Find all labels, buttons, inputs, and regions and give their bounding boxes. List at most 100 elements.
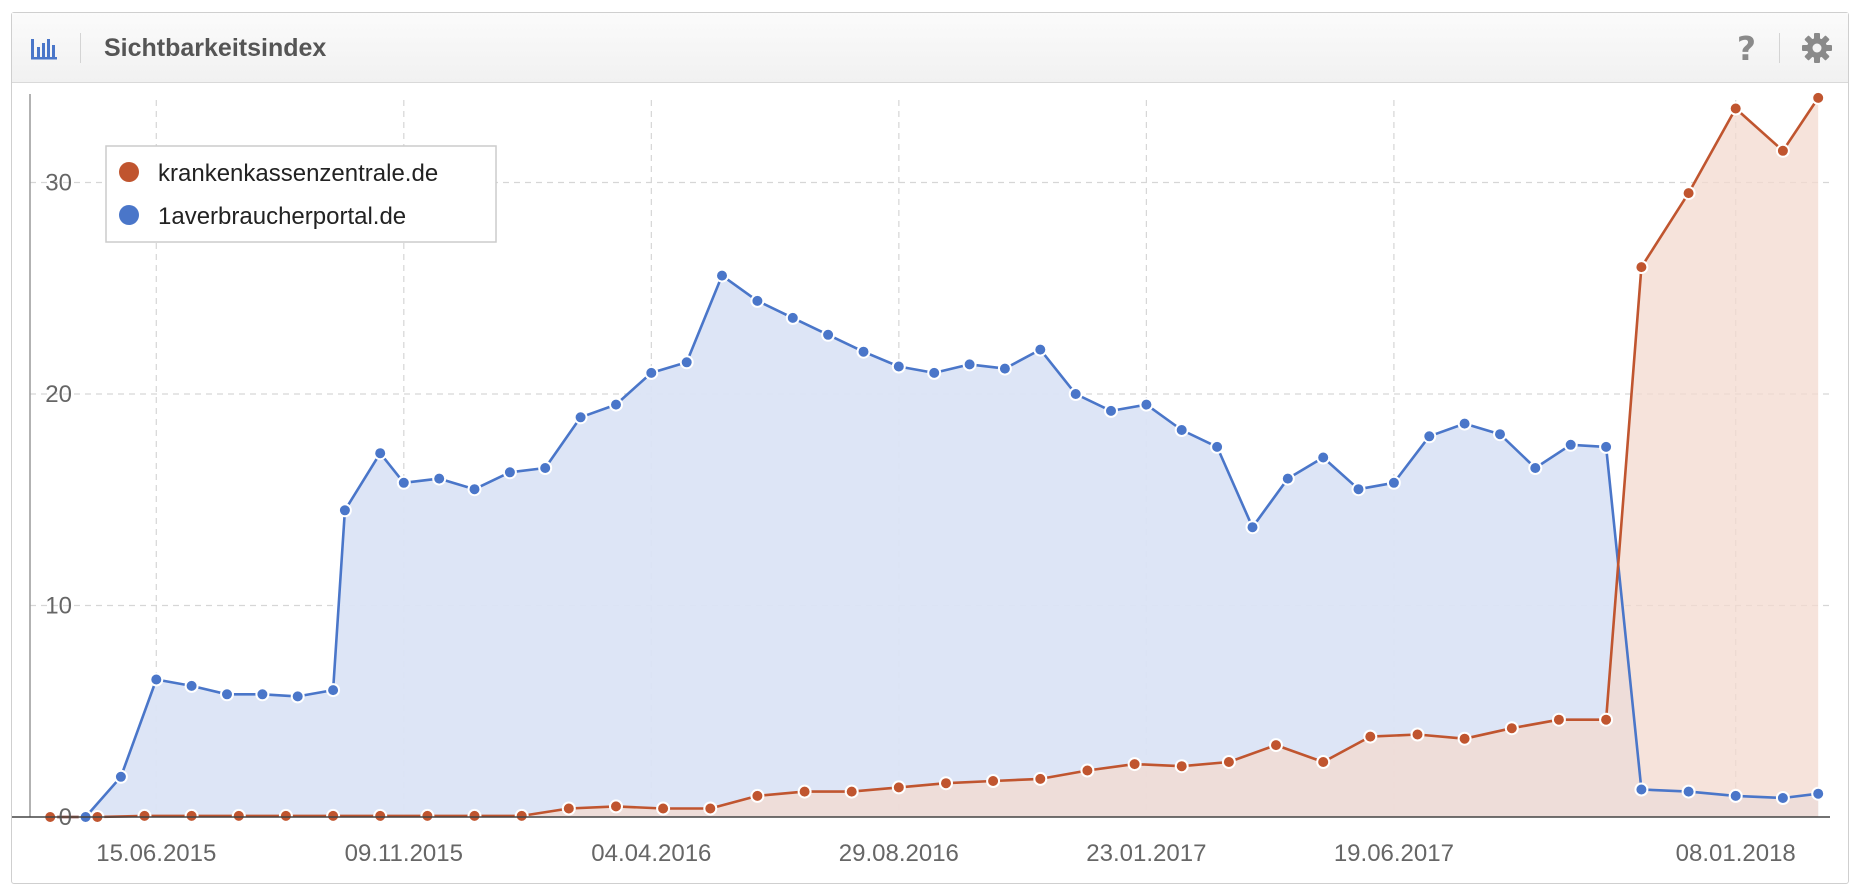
data-point-1averbraucherportal[interactable] — [1528, 461, 1543, 475]
data-point-1averbraucherportal[interactable] — [1104, 403, 1118, 418]
data-point-krankenkassenzentrale[interactable] — [703, 801, 718, 816]
data-point-1averbraucherportal[interactable] — [1811, 786, 1826, 801]
data-point-1averbraucherportal[interactable] — [220, 687, 234, 702]
data-point-1averbraucherportal[interactable] — [1681, 784, 1696, 799]
data-point-krankenkassenzentrale[interactable] — [1728, 101, 1743, 116]
data-point-krankenkassenzentrale[interactable] — [1269, 738, 1283, 753]
data-point-krankenkassenzentrale[interactable] — [1033, 771, 1048, 786]
data-point-1averbraucherportal[interactable] — [255, 687, 270, 702]
data-point-krankenkassenzentrale[interactable] — [1457, 731, 1472, 746]
data-point-1averbraucherportal[interactable] — [1210, 439, 1225, 454]
data-point-krankenkassenzentrale[interactable] — [986, 774, 1001, 788]
data-point-krankenkassenzentrale[interactable] — [1599, 712, 1614, 727]
data-point-krankenkassenzentrale[interactable] — [278, 808, 293, 823]
data-point-1averbraucherportal[interactable] — [467, 482, 482, 497]
data-point-1averbraucherportal[interactable] — [1599, 439, 1614, 454]
data-point-1averbraucherportal[interactable] — [326, 683, 341, 698]
data-point-krankenkassenzentrale[interactable] — [656, 801, 671, 816]
data-point-1averbraucherportal[interactable] — [1033, 342, 1048, 357]
data-point-1averbraucherportal[interactable] — [1563, 437, 1578, 452]
data-point-krankenkassenzentrale[interactable] — [184, 808, 199, 823]
data-point-1averbraucherportal[interactable] — [1139, 397, 1154, 412]
data-point-krankenkassenzentrale[interactable] — [1363, 729, 1378, 744]
data-point-krankenkassenzentrale[interactable] — [137, 808, 152, 823]
data-point-krankenkassenzentrale[interactable] — [1174, 759, 1189, 774]
data-point-1averbraucherportal[interactable] — [785, 310, 800, 325]
x-tick-label: 09.11.2015 — [345, 840, 463, 867]
data-point-1averbraucherportal[interactable] — [1422, 429, 1437, 444]
data-point-krankenkassenzentrale[interactable] — [844, 784, 859, 799]
data-point-1averbraucherportal[interactable] — [891, 359, 906, 374]
data-point-krankenkassenzentrale[interactable] — [561, 801, 576, 816]
data-point-1averbraucherportal[interactable] — [750, 293, 765, 308]
data-point-1averbraucherportal[interactable] — [538, 461, 553, 475]
data-point-1averbraucherportal[interactable] — [1634, 782, 1649, 797]
area-krankenkassenzentrale — [50, 97, 1819, 817]
data-point-krankenkassenzentrale[interactable] — [373, 808, 388, 823]
data-point-krankenkassenzentrale[interactable] — [514, 808, 529, 823]
data-point-1averbraucherportal[interactable] — [432, 471, 447, 486]
data-point-1averbraucherportal[interactable] — [149, 672, 164, 687]
data-point-1averbraucherportal[interactable] — [1068, 387, 1083, 401]
data-point-1averbraucherportal[interactable] — [679, 355, 694, 370]
data-point-krankenkassenzentrale[interactable] — [750, 788, 765, 803]
area-1averbraucherportal — [50, 275, 1819, 818]
data-point-1averbraucherportal[interactable] — [644, 365, 659, 380]
data-point-krankenkassenzentrale[interactable] — [1221, 755, 1236, 769]
data-point-1averbraucherportal[interactable] — [1775, 791, 1790, 805]
data-point-1averbraucherportal[interactable] — [927, 365, 942, 380]
legend-label-krankenkassenzentrale[interactable]: krankenkassenzentrale.de — [158, 160, 438, 187]
data-point-1averbraucherportal[interactable] — [396, 475, 411, 490]
data-point-1averbraucherportal[interactable] — [715, 268, 729, 283]
legend-label-1averbraucherportal[interactable]: 1averbraucherportal.de — [158, 203, 406, 230]
data-point-1averbraucherportal[interactable] — [962, 357, 977, 372]
data-point-1averbraucherportal[interactable] — [856, 344, 871, 359]
data-point-1averbraucherportal[interactable] — [290, 689, 305, 704]
data-point-1averbraucherportal[interactable] — [1493, 427, 1507, 442]
data-point-1averbraucherportal[interactable] — [373, 446, 388, 461]
data-point-1averbraucherportal[interactable] — [573, 410, 588, 425]
x-tick-label: 08.01.2018 — [1676, 840, 1796, 867]
data-point-1averbraucherportal[interactable] — [1728, 788, 1743, 803]
y-tick-label: 10 — [45, 593, 72, 620]
data-point-krankenkassenzentrale[interactable] — [1504, 721, 1519, 736]
data-point-krankenkassenzentrale[interactable] — [939, 776, 953, 791]
data-point-krankenkassenzentrale[interactable] — [231, 808, 246, 823]
data-point-krankenkassenzentrale[interactable] — [420, 808, 435, 823]
data-point-1averbraucherportal[interactable] — [821, 327, 836, 342]
data-point-krankenkassenzentrale[interactable] — [1080, 763, 1095, 778]
area-layer — [50, 97, 1819, 818]
data-point-krankenkassenzentrale[interactable] — [1634, 260, 1649, 275]
data-point-1averbraucherportal[interactable] — [1386, 475, 1401, 490]
data-point-krankenkassenzentrale[interactable] — [1681, 186, 1696, 201]
header-divider — [80, 33, 81, 63]
help-icon[interactable]: ? — [1736, 29, 1756, 68]
data-point-krankenkassenzentrale[interactable] — [797, 784, 812, 799]
data-point-krankenkassenzentrale[interactable] — [1775, 143, 1790, 158]
bar-chart-icon[interactable] — [30, 35, 58, 61]
data-point-krankenkassenzentrale[interactable] — [467, 808, 482, 823]
data-point-1averbraucherportal[interactable] — [113, 769, 128, 784]
data-point-1averbraucherportal[interactable] — [1174, 423, 1189, 437]
data-point-1averbraucherportal[interactable] — [1316, 450, 1331, 465]
data-point-krankenkassenzentrale[interactable] — [609, 799, 623, 814]
data-point-krankenkassenzentrale[interactable] — [891, 780, 906, 795]
data-point-krankenkassenzentrale[interactable] — [1127, 757, 1142, 772]
data-point-krankenkassenzentrale[interactable] — [1410, 727, 1425, 742]
data-point-krankenkassenzentrale[interactable] — [326, 808, 341, 823]
data-point-1averbraucherportal[interactable] — [609, 397, 623, 412]
data-point-1averbraucherportal[interactable] — [502, 465, 517, 480]
data-point-1averbraucherportal[interactable] — [1457, 416, 1472, 431]
data-point-1averbraucherportal[interactable] — [1351, 482, 1366, 497]
data-point-1averbraucherportal[interactable] — [337, 503, 352, 518]
data-point-1averbraucherportal[interactable] — [1280, 471, 1295, 486]
data-point-krankenkassenzentrale[interactable] — [1551, 712, 1566, 727]
gear-icon[interactable] — [1800, 31, 1834, 65]
data-point-krankenkassenzentrale[interactable] — [1811, 90, 1826, 105]
data-point-krankenkassenzentrale[interactable] — [1316, 755, 1331, 769]
data-point-1averbraucherportal[interactable] — [997, 361, 1012, 376]
data-point-1averbraucherportal[interactable] — [1245, 520, 1260, 535]
data-point-1averbraucherportal[interactable] — [184, 678, 199, 693]
